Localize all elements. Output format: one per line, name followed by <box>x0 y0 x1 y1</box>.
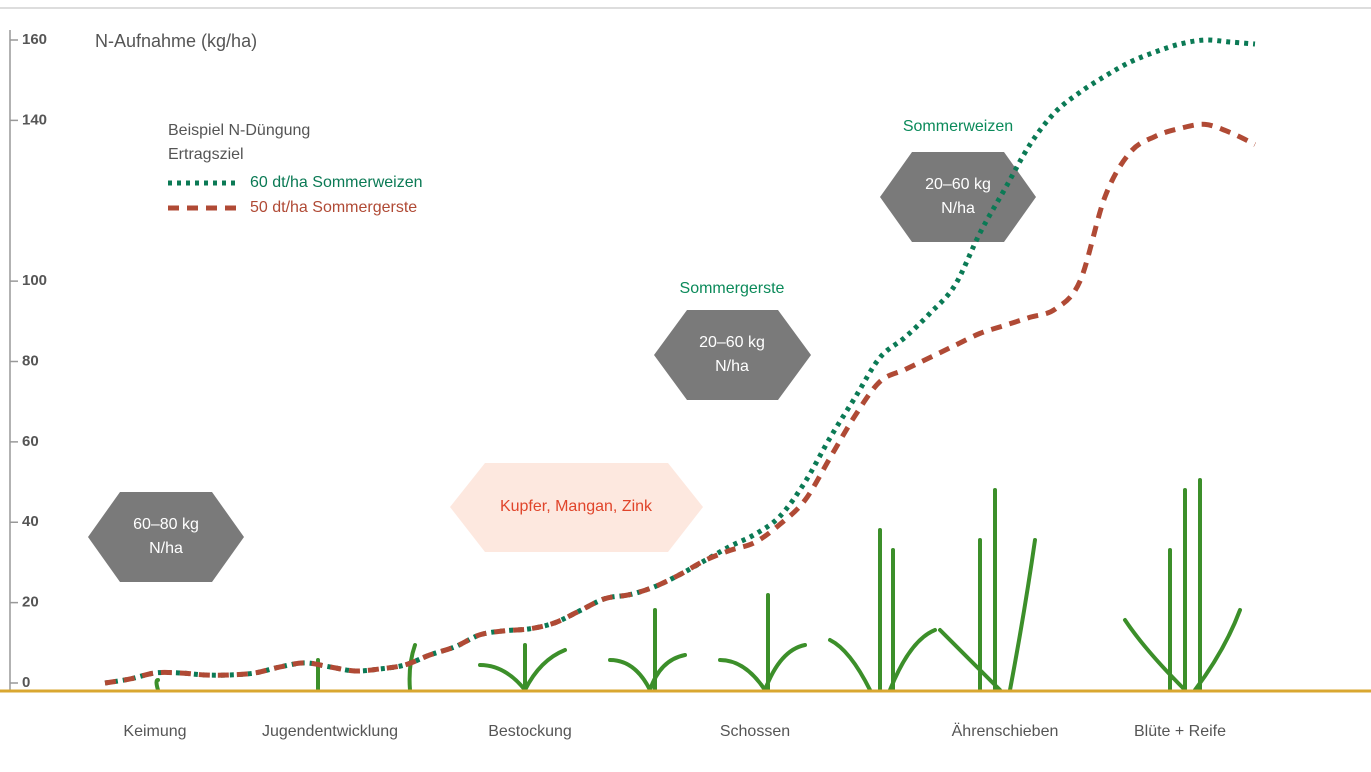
series-line <box>104 121 1257 686</box>
x-tick-label: Ährenschieben <box>952 722 1059 740</box>
y-tick-label: 80 <box>22 352 39 369</box>
y-tick-label: 0 <box>22 674 30 691</box>
annotation: 20–60 kg <box>699 334 765 351</box>
x-tick-label: Schossen <box>720 723 790 740</box>
annotation: 60–80 kg <box>133 516 199 533</box>
y-tick-label: 20 <box>22 594 39 611</box>
annotation-title: Sommergerste <box>680 280 785 297</box>
x-tick-label: Keimung <box>123 723 186 740</box>
legend-label: 50 dt/ha Sommergerste <box>250 199 417 216</box>
y-tick-label: 60 <box>22 433 39 450</box>
y-tick-label: 160 <box>22 31 47 48</box>
legend-title: Ertragsziel <box>168 146 244 163</box>
annotation: Kupfer, Mangan, Zink <box>500 498 653 515</box>
hexagon <box>450 463 703 552</box>
hexagon <box>880 152 1036 242</box>
annotation: 20–60 kg <box>925 176 991 193</box>
annotation: N/ha <box>715 358 749 375</box>
legend-title: Beispiel N-Düngung <box>168 122 310 139</box>
y-tick-label: 100 <box>22 272 47 289</box>
y-tick-label: 40 <box>22 513 39 530</box>
x-tick-label: Blüte + Reife <box>1134 723 1226 740</box>
annotation: N/ha <box>149 540 183 557</box>
plants <box>154 478 1242 692</box>
legend-label: 60 dt/ha Sommerweizen <box>250 174 423 191</box>
hexagon <box>88 492 244 582</box>
annotation: N/ha <box>941 200 975 217</box>
hexagon <box>654 310 811 400</box>
y-axis-title: N-Aufnahme (kg/ha) <box>95 31 257 51</box>
x-tick-label: Jugendentwicklung <box>262 723 398 740</box>
x-tick-label: Bestockung <box>488 723 572 740</box>
y-tick-label: 140 <box>22 111 47 128</box>
annotation-title: Sommerweizen <box>903 118 1013 135</box>
